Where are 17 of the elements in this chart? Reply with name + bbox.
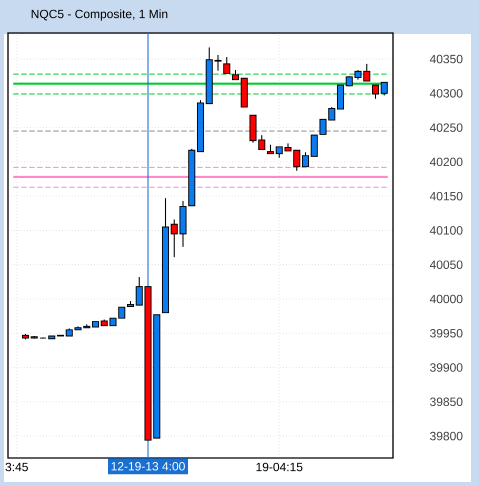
y-tick-label: 40050: [430, 260, 462, 269]
chart-title: NQC5 - Composite, 1 Min: [32, 9, 168, 21]
x-tick-label: 3:45: [6, 462, 28, 472]
x-tick-label: 19-04:15: [256, 462, 302, 472]
y-tick-label: 40300: [430, 89, 462, 98]
y-tick-label: 39900: [430, 363, 462, 372]
y-tick-label: 39800: [430, 432, 462, 440]
y-tick-label: 40100: [430, 226, 462, 235]
y-tick-label: 39950: [430, 328, 462, 338]
y-tick-label: 39850: [430, 398, 462, 406]
y-tick-label: 40000: [430, 294, 462, 304]
ref-line-label: 12-19-13 4:00: [112, 462, 185, 471]
y-tick-label: 40150: [430, 192, 462, 200]
y-tick-label: 40250: [430, 123, 462, 132]
candlestick: [223, 56, 230, 74]
y-tick-label: 40350: [430, 54, 462, 64]
y-tick-label: 40200: [430, 158, 462, 166]
